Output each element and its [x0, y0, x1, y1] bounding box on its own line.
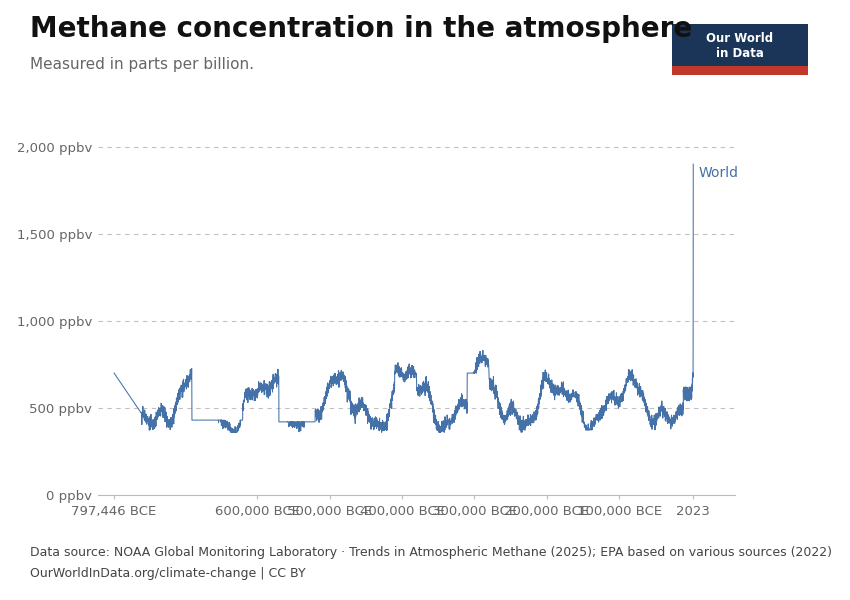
Text: Data source: NOAA Global Monitoring Laboratory · Trends in Atmospheric Methane (: Data source: NOAA Global Monitoring Labo…	[30, 546, 832, 559]
Text: Measured in parts per billion.: Measured in parts per billion.	[30, 57, 254, 72]
Text: Our World: Our World	[706, 32, 773, 45]
Bar	[672, 66, 808, 75]
Text: in Data: in Data	[716, 47, 763, 60]
Text: OurWorldInData.org/climate-change | CC BY: OurWorldInData.org/climate-change | CC B…	[30, 567, 305, 580]
Text: Methane concentration in the atmosphere: Methane concentration in the atmosphere	[30, 15, 692, 43]
Text: World: World	[699, 166, 739, 180]
